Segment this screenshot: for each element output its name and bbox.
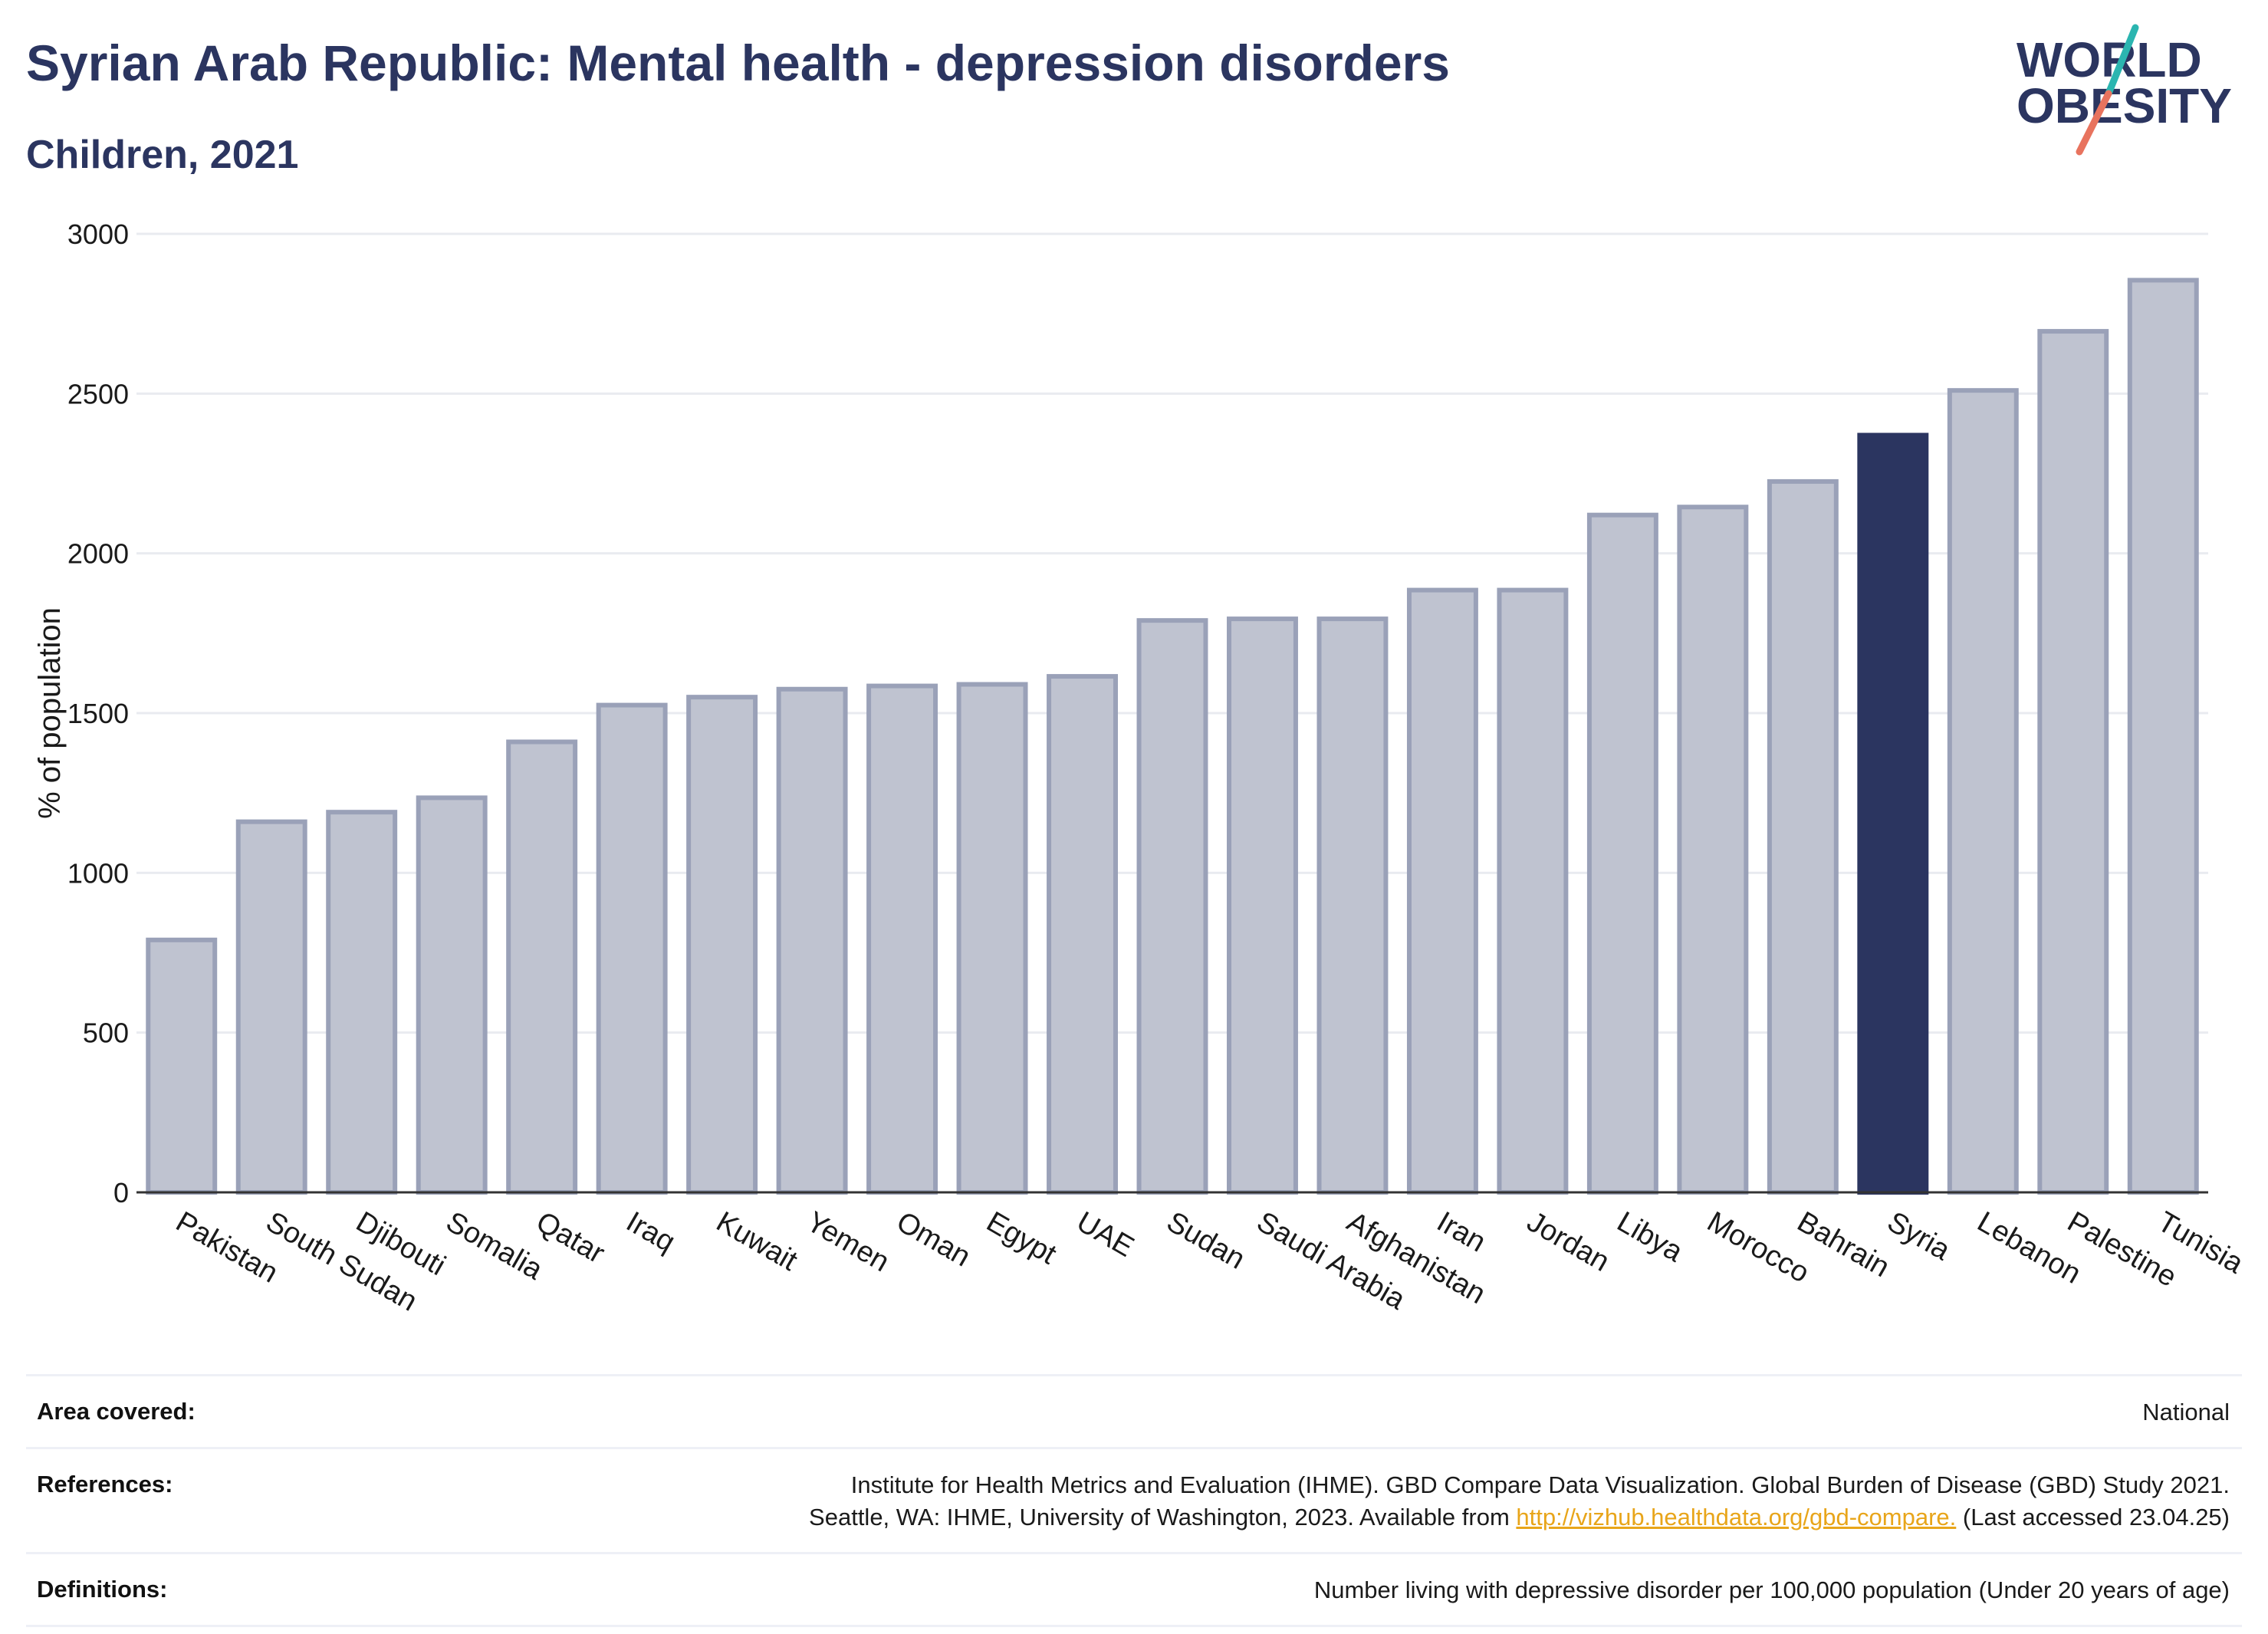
page-title: Syrian Arab Republic: Mental health - de…	[26, 35, 1450, 91]
bar-oman	[866, 683, 938, 1195]
bar-libya	[1586, 512, 1658, 1195]
page-subtitle: Children, 2021	[26, 133, 299, 177]
info-table: Area covered: National References: Insti…	[26, 1374, 2242, 1627]
y-tick-label: 0	[113, 1177, 129, 1208]
bar-iraq	[596, 702, 668, 1195]
references-line1: Institute for Health Metrics and Evaluat…	[850, 1471, 2230, 1498]
x-tick-label: South Sudan	[261, 1205, 422, 1317]
references-value: Institute for Health Metrics and Evaluat…	[26, 1449, 2242, 1552]
x-tick-label: Somalia	[441, 1205, 549, 1286]
y-axis-title: % of population	[33, 607, 67, 819]
y-tick-label: 2500	[67, 378, 129, 409]
x-tick-label: Sudan	[1162, 1205, 1251, 1275]
references-link[interactable]: http://vizhub.healthdata.org/gbd-compare…	[1516, 1504, 1957, 1530]
x-tick-label: Yemen	[801, 1205, 895, 1278]
definitions-label: Definitions:	[37, 1576, 168, 1603]
area-value: National	[2142, 1399, 2230, 1425]
bar-pakistan	[146, 937, 218, 1195]
bar-djibouti	[326, 810, 398, 1195]
bar-palestine	[2037, 329, 2109, 1195]
info-row-area: Area covered: National	[26, 1374, 2242, 1447]
references-line2-pre: Seattle, WA: IHME, University of Washing…	[809, 1504, 1517, 1530]
x-tick-label: Egypt	[981, 1205, 1063, 1271]
logo-slash-teal-icon	[2105, 24, 2139, 97]
bar-somalia	[416, 795, 488, 1195]
x-tick-label: Oman	[891, 1205, 976, 1273]
bar-qatar	[506, 739, 578, 1195]
bar-kuwait	[686, 695, 758, 1195]
bar-lebanon	[1947, 388, 2019, 1195]
x-tick-label: Lebanon	[1972, 1205, 2086, 1290]
info-row-definitions: Definitions: Number living with depressi…	[26, 1552, 2242, 1627]
bar-sudan	[1136, 618, 1208, 1195]
bar-bahrain	[1767, 478, 1839, 1195]
bar-iran	[1406, 587, 1478, 1195]
area-label: Area covered:	[37, 1398, 196, 1425]
y-tick-label: 2000	[67, 538, 129, 570]
bar-jordan	[1497, 587, 1569, 1195]
info-row-references: References: Institute for Health Metrics…	[26, 1447, 2242, 1552]
bar-saudi-arabia	[1227, 616, 1298, 1195]
x-tick-label: Libya	[1612, 1205, 1688, 1268]
y-tick-label: 1000	[67, 857, 129, 889]
bar-morocco	[1677, 505, 1749, 1195]
bars	[146, 278, 2199, 1195]
bar-egypt	[956, 682, 1028, 1195]
x-tick-label: Pakistan	[170, 1205, 283, 1289]
bar-tunisia	[2127, 278, 2199, 1195]
references-line2-post: (Last accessed 23.04.25)	[1956, 1504, 2230, 1530]
x-tick-label: Morocco	[1701, 1205, 1814, 1289]
x-tick-label: UAE	[1071, 1205, 1139, 1263]
bar-yemen	[776, 686, 848, 1195]
logo-slash-coral-icon	[2076, 90, 2112, 156]
y-tick-label: 500	[83, 1018, 129, 1049]
logo-line1: WORLD	[2017, 32, 2202, 87]
definitions-value: Number living with depressive disorder p…	[1313, 1576, 2230, 1603]
x-tick-label: Kuwait	[711, 1205, 803, 1277]
logo-line2: OBESITY	[2017, 78, 2232, 133]
references-label: References:	[37, 1471, 173, 1498]
bar-afghanistan	[1316, 616, 1389, 1195]
bar-syria	[1857, 432, 1929, 1195]
references-line2: Seattle, WA: IHME, University of Washing…	[333, 1501, 2230, 1534]
x-tick-label: Iran	[1431, 1205, 1491, 1258]
world-obesity-logo: WORLD OBESITY	[2017, 24, 2232, 156]
x-tick-label: Jordan	[1521, 1205, 1615, 1277]
x-tick-label: Iraq	[621, 1205, 681, 1258]
y-tick-label: 3000	[67, 219, 129, 250]
bar-uae	[1047, 674, 1118, 1195]
bar-south-sudan	[235, 819, 307, 1195]
y-tick-label: 1500	[67, 698, 129, 729]
